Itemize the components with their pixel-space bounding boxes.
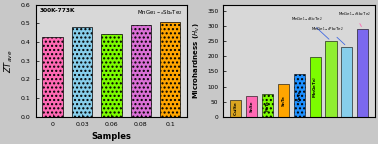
X-axis label: Samples: Samples [91,132,132,141]
Bar [246,96,257,117]
Bar [294,74,305,117]
Bar [72,27,92,117]
Text: MnGeTe$_2$: MnGeTe$_2$ [311,76,319,98]
Bar [160,22,180,117]
Text: MnGe$_{1-x}$Sb$_x$Te$_2$: MnGe$_{1-x}$Sb$_x$Te$_2$ [338,11,371,26]
Text: 300K-773K: 300K-773K [40,8,76,13]
Bar [278,84,289,117]
Bar [101,34,122,117]
Text: MnGe$_{1-x}$Pb$_x$Te$_2$: MnGe$_{1-x}$Pb$_x$Te$_2$ [311,25,345,45]
Text: Cu$_2$Se: Cu$_2$Se [232,101,240,116]
Text: MnGe$_{1-x}$Sb$_x$Te$_2$: MnGe$_{1-x}$Sb$_x$Te$_2$ [137,8,183,17]
Bar [230,100,242,117]
Text: SnSe: SnSe [250,101,254,112]
Bar [310,57,321,117]
Y-axis label: Microhardness ($H_v$): Microhardness ($H_v$) [192,23,202,99]
Text: SnTe: SnTe [282,95,285,106]
Y-axis label: $ZT_{ave}$: $ZT_{ave}$ [3,49,15,73]
Text: MnGe$_{1-x}$Bi$_x$Te$_2$: MnGe$_{1-x}$Bi$_x$Te$_2$ [291,15,329,39]
Text: PbTe: PbTe [266,100,270,111]
Bar [130,25,151,117]
Bar [262,94,273,117]
Text: GeTe: GeTe [297,90,301,101]
Bar [325,41,336,117]
Bar [341,47,352,117]
Bar [42,37,63,117]
Bar [357,29,368,117]
